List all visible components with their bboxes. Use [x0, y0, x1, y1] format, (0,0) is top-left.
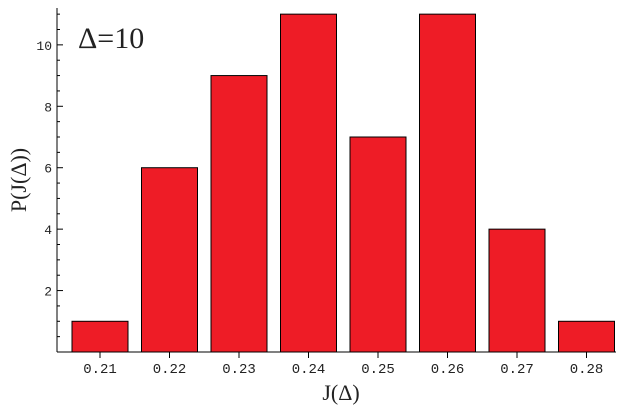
axes-layer [56, 8, 616, 353]
bar-0.21 [71, 320, 129, 353]
x-tick-label: 0.28 [570, 362, 604, 378]
x-ticks: 0.21 0.22 0.23 0.24 0.25 0.26 0.27 0.28 [83, 352, 603, 378]
y-tick-label: 6 [44, 162, 52, 177]
x-tick-label: 0.21 [83, 362, 117, 378]
bar-0.28 [558, 320, 615, 353]
bar-0.23 [210, 75, 268, 353]
bar-0.27 [488, 228, 546, 353]
y-ticks: 2 4 6 8 10 [36, 13, 63, 338]
x-axis-title: J(Δ) [322, 380, 359, 405]
y-tick-label: 8 [44, 100, 52, 115]
y-tick-label: 4 [44, 223, 52, 238]
x-tick-label: 0.22 [153, 362, 187, 378]
y-axis-title: P(J(Δ)) [6, 148, 31, 212]
delta-annotation: Δ=10 [78, 22, 144, 55]
bar-0.22 [141, 167, 198, 353]
x-tick-label: 0.27 [500, 362, 534, 378]
bar-0.25 [349, 136, 407, 353]
y-tick-label: 2 [44, 285, 52, 300]
x-tick-label: 0.25 [361, 362, 395, 378]
bars-layer [71, 13, 615, 353]
x-tick-label: 0.26 [431, 362, 465, 378]
x-tick-label: 0.24 [292, 362, 326, 378]
y-tick-label: 10 [36, 39, 52, 54]
bar-0.24 [280, 13, 337, 353]
x-tick-label: 0.23 [222, 362, 256, 378]
bar-0.26 [419, 13, 476, 353]
